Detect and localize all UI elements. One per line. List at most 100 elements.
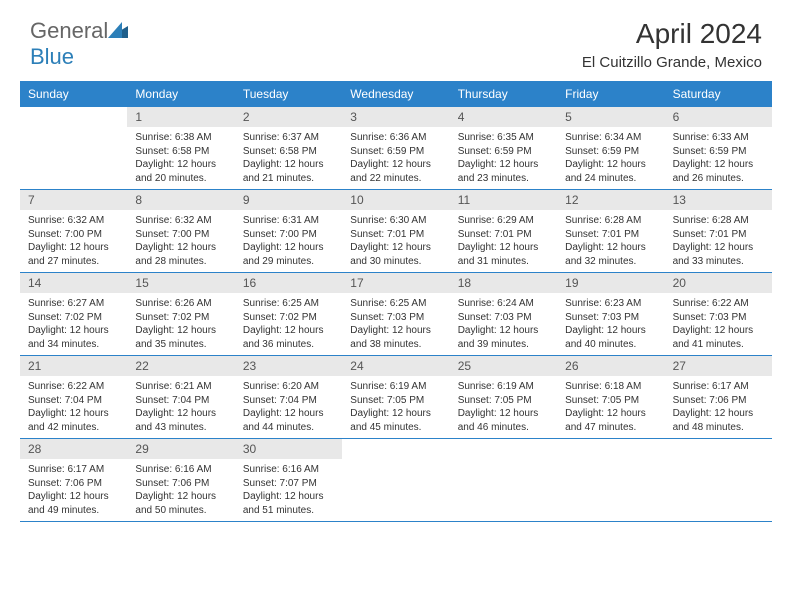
cell-content: Sunrise: 6:16 AMSunset: 7:07 PMDaylight:…: [235, 459, 342, 521]
title-block: April 2024 El Cuitzillo Grande, Mexico: [582, 18, 762, 71]
cell-content: Sunrise: 6:25 AMSunset: 7:02 PMDaylight:…: [235, 293, 342, 355]
calendar-cell: 22Sunrise: 6:21 AMSunset: 7:04 PMDayligh…: [127, 356, 234, 438]
date-number: 27: [665, 356, 772, 376]
cell-content: Sunrise: 6:27 AMSunset: 7:02 PMDaylight:…: [20, 293, 127, 355]
date-number: 12: [557, 190, 664, 210]
calendar-cell: 27Sunrise: 6:17 AMSunset: 7:06 PMDayligh…: [665, 356, 772, 438]
date-number: 5: [557, 107, 664, 127]
header: GeneralBlue April 2024 El Cuitzillo Gran…: [0, 0, 792, 81]
calendar-cell: 24Sunrise: 6:19 AMSunset: 7:05 PMDayligh…: [342, 356, 449, 438]
logo-triangle-icon: [108, 18, 128, 34]
day-header-cell: Wednesday: [342, 81, 449, 107]
calendar-cell: 7Sunrise: 6:32 AMSunset: 7:00 PMDaylight…: [20, 190, 127, 272]
date-number: 8: [127, 190, 234, 210]
calendar-cell: 16Sunrise: 6:25 AMSunset: 7:02 PMDayligh…: [235, 273, 342, 355]
date-number: 17: [342, 273, 449, 293]
date-number: 23: [235, 356, 342, 376]
week-row: 14Sunrise: 6:27 AMSunset: 7:02 PMDayligh…: [20, 273, 772, 356]
date-number: 30: [235, 439, 342, 459]
calendar-cell: 11Sunrise: 6:29 AMSunset: 7:01 PMDayligh…: [450, 190, 557, 272]
calendar-cell: 28Sunrise: 6:17 AMSunset: 7:06 PMDayligh…: [20, 439, 127, 521]
cell-content: Sunrise: 6:37 AMSunset: 6:58 PMDaylight:…: [235, 127, 342, 189]
calendar-cell: 3Sunrise: 6:36 AMSunset: 6:59 PMDaylight…: [342, 107, 449, 189]
calendar-cell: [20, 107, 127, 189]
calendar-cell: [342, 439, 449, 521]
cell-content: Sunrise: 6:32 AMSunset: 7:00 PMDaylight:…: [20, 210, 127, 272]
month-title: April 2024: [582, 18, 762, 50]
date-number: 7: [20, 190, 127, 210]
cell-content: Sunrise: 6:24 AMSunset: 7:03 PMDaylight:…: [450, 293, 557, 355]
day-header-cell: Sunday: [20, 81, 127, 107]
calendar-cell: 6Sunrise: 6:33 AMSunset: 6:59 PMDaylight…: [665, 107, 772, 189]
cell-content: Sunrise: 6:35 AMSunset: 6:59 PMDaylight:…: [450, 127, 557, 189]
cell-content: Sunrise: 6:32 AMSunset: 7:00 PMDaylight:…: [127, 210, 234, 272]
calendar-cell: 26Sunrise: 6:18 AMSunset: 7:05 PMDayligh…: [557, 356, 664, 438]
calendar-cell: [557, 439, 664, 521]
calendar-cell: 23Sunrise: 6:20 AMSunset: 7:04 PMDayligh…: [235, 356, 342, 438]
calendar-cell: 19Sunrise: 6:23 AMSunset: 7:03 PMDayligh…: [557, 273, 664, 355]
day-header-cell: Thursday: [450, 81, 557, 107]
day-header-cell: Tuesday: [235, 81, 342, 107]
date-number: 9: [235, 190, 342, 210]
date-number: 26: [557, 356, 664, 376]
calendar: SundayMondayTuesdayWednesdayThursdayFrid…: [0, 81, 792, 522]
week-row: 1Sunrise: 6:38 AMSunset: 6:58 PMDaylight…: [20, 107, 772, 190]
cell-content: Sunrise: 6:28 AMSunset: 7:01 PMDaylight:…: [557, 210, 664, 272]
date-number: 1: [127, 107, 234, 127]
cell-content: Sunrise: 6:17 AMSunset: 7:06 PMDaylight:…: [665, 376, 772, 438]
date-number: 28: [20, 439, 127, 459]
calendar-cell: 1Sunrise: 6:38 AMSunset: 6:58 PMDaylight…: [127, 107, 234, 189]
cell-content: Sunrise: 6:31 AMSunset: 7:00 PMDaylight:…: [235, 210, 342, 272]
cell-content: Sunrise: 6:18 AMSunset: 7:05 PMDaylight:…: [557, 376, 664, 438]
date-number: 25: [450, 356, 557, 376]
date-number: 6: [665, 107, 772, 127]
calendar-cell: 12Sunrise: 6:28 AMSunset: 7:01 PMDayligh…: [557, 190, 664, 272]
cell-content: Sunrise: 6:23 AMSunset: 7:03 PMDaylight:…: [557, 293, 664, 355]
week-row: 21Sunrise: 6:22 AMSunset: 7:04 PMDayligh…: [20, 356, 772, 439]
calendar-cell: 21Sunrise: 6:22 AMSunset: 7:04 PMDayligh…: [20, 356, 127, 438]
calendar-cell: 30Sunrise: 6:16 AMSunset: 7:07 PMDayligh…: [235, 439, 342, 521]
date-number: 16: [235, 273, 342, 293]
week-row: 28Sunrise: 6:17 AMSunset: 7:06 PMDayligh…: [20, 439, 772, 522]
day-header-cell: Monday: [127, 81, 234, 107]
cell-content: Sunrise: 6:21 AMSunset: 7:04 PMDaylight:…: [127, 376, 234, 438]
calendar-cell: 17Sunrise: 6:25 AMSunset: 7:03 PMDayligh…: [342, 273, 449, 355]
cell-content: Sunrise: 6:28 AMSunset: 7:01 PMDaylight:…: [665, 210, 772, 272]
cell-content: Sunrise: 6:19 AMSunset: 7:05 PMDaylight:…: [450, 376, 557, 438]
day-header-row: SundayMondayTuesdayWednesdayThursdayFrid…: [20, 81, 772, 107]
logo-text: GeneralBlue: [30, 18, 128, 70]
date-number: 14: [20, 273, 127, 293]
calendar-cell: [665, 439, 772, 521]
calendar-cell: 18Sunrise: 6:24 AMSunset: 7:03 PMDayligh…: [450, 273, 557, 355]
logo: GeneralBlue: [30, 18, 128, 70]
cell-content: Sunrise: 6:22 AMSunset: 7:04 PMDaylight:…: [20, 376, 127, 438]
calendar-cell: 8Sunrise: 6:32 AMSunset: 7:00 PMDaylight…: [127, 190, 234, 272]
date-number: 22: [127, 356, 234, 376]
day-header-cell: Friday: [557, 81, 664, 107]
calendar-cell: 14Sunrise: 6:27 AMSunset: 7:02 PMDayligh…: [20, 273, 127, 355]
calendar-cell: 9Sunrise: 6:31 AMSunset: 7:00 PMDaylight…: [235, 190, 342, 272]
calendar-cell: 25Sunrise: 6:19 AMSunset: 7:05 PMDayligh…: [450, 356, 557, 438]
cell-content: Sunrise: 6:38 AMSunset: 6:58 PMDaylight:…: [127, 127, 234, 189]
cell-content: Sunrise: 6:34 AMSunset: 6:59 PMDaylight:…: [557, 127, 664, 189]
date-number: 15: [127, 273, 234, 293]
cell-content: Sunrise: 6:19 AMSunset: 7:05 PMDaylight:…: [342, 376, 449, 438]
calendar-cell: 15Sunrise: 6:26 AMSunset: 7:02 PMDayligh…: [127, 273, 234, 355]
cell-content: Sunrise: 6:29 AMSunset: 7:01 PMDaylight:…: [450, 210, 557, 272]
date-number: 13: [665, 190, 772, 210]
date-number: 3: [342, 107, 449, 127]
calendar-cell: 5Sunrise: 6:34 AMSunset: 6:59 PMDaylight…: [557, 107, 664, 189]
cell-content: Sunrise: 6:36 AMSunset: 6:59 PMDaylight:…: [342, 127, 449, 189]
date-number: 24: [342, 356, 449, 376]
calendar-cell: 10Sunrise: 6:30 AMSunset: 7:01 PMDayligh…: [342, 190, 449, 272]
date-number: 19: [557, 273, 664, 293]
cell-content: Sunrise: 6:33 AMSunset: 6:59 PMDaylight:…: [665, 127, 772, 189]
date-number: 29: [127, 439, 234, 459]
cell-content: Sunrise: 6:26 AMSunset: 7:02 PMDaylight:…: [127, 293, 234, 355]
day-header-cell: Saturday: [665, 81, 772, 107]
date-number: 4: [450, 107, 557, 127]
location: El Cuitzillo Grande, Mexico: [582, 54, 762, 71]
cell-content: Sunrise: 6:30 AMSunset: 7:01 PMDaylight:…: [342, 210, 449, 272]
date-number: 11: [450, 190, 557, 210]
calendar-cell: 13Sunrise: 6:28 AMSunset: 7:01 PMDayligh…: [665, 190, 772, 272]
